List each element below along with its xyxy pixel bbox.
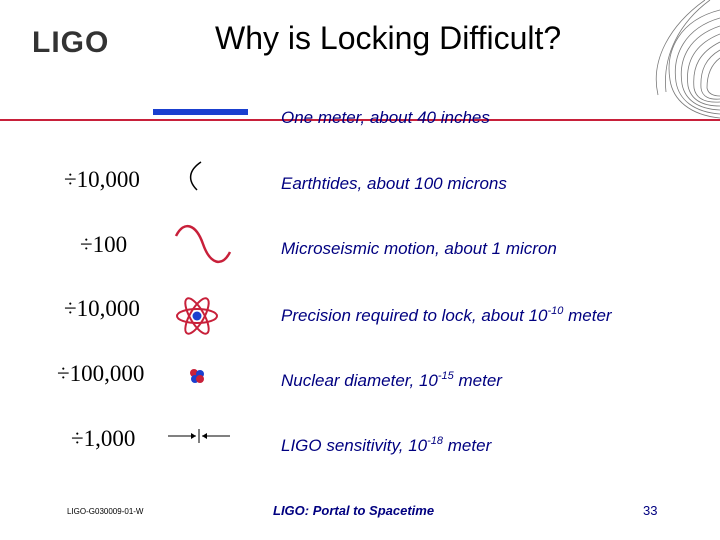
divisor-label: ÷10,000 [64,296,140,321]
arrows-converging-icon [168,429,230,443]
text-prefix: Nuclear diameter, 10 [281,371,438,390]
divisor-label: ÷100 [80,232,128,257]
divisor-label: ÷100,000 [57,361,145,386]
exponent: -10 [547,305,564,317]
row-text-ligo-sensitivity: LIGO sensitivity, 10-18 meter [281,435,491,456]
sine-wave-icon [174,224,232,264]
text-prefix: LIGO sensitivity, 10 [281,436,428,455]
swirl-decoration-icon [655,0,720,119]
exponent: -18 [427,435,444,447]
header-divider-line [0,119,720,121]
row-text-precision: Precision required to lock, about 10-10 … [281,305,612,326]
footer-title: LIGO: Portal to Spacetime [273,503,435,518]
nucleus-icon [190,369,204,383]
row-text-one-meter: One meter, about 40 inches [281,108,490,127]
exponent: -15 [437,370,454,382]
blue-bar-icon [153,109,248,115]
divisor-label: ÷10,000 [64,167,140,192]
row-text-microseismic: Microseismic motion, about 1 micron [281,239,557,258]
text-prefix: Precision required to lock, about 10 [281,306,548,325]
atom-icon [176,297,218,335]
text-suffix: meter [563,306,612,325]
small-arc-icon [189,161,202,191]
page-number: 33 [643,503,658,518]
text-suffix: meter [443,436,492,455]
footer-doc-id: LIGO-G030009-01-W [67,507,144,516]
ligo-logo: LIGO [32,26,110,59]
text-suffix: meter [453,371,502,390]
slide-title: Why is Locking Difficult? [215,20,562,56]
row-text-nuclear: Nuclear diameter, 10-15 meter [281,370,502,391]
divisor-label: ÷1,000 [71,426,136,451]
row-text-earthtides: Earthtides, about 100 microns [281,174,507,193]
